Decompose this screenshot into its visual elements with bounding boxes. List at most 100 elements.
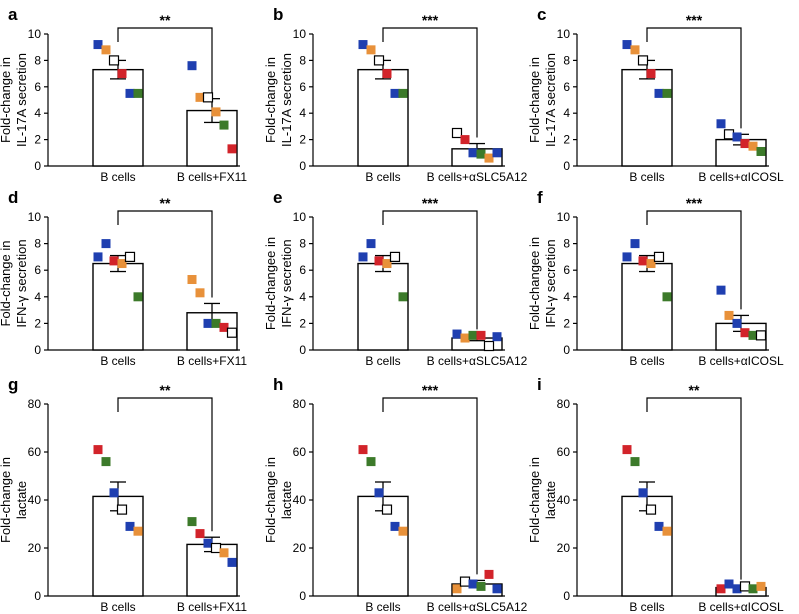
data-point bbox=[740, 139, 750, 149]
y-tick-label: 6 bbox=[34, 263, 41, 277]
data-point bbox=[133, 292, 143, 302]
data-point bbox=[476, 581, 486, 591]
data-point bbox=[195, 288, 205, 298]
data-point bbox=[211, 318, 221, 328]
y-axis-label: IL-17A secretion bbox=[14, 53, 29, 147]
data-point bbox=[187, 61, 197, 71]
x-tick-label: B cells bbox=[365, 354, 400, 368]
data-point bbox=[637, 55, 649, 66]
y-tick-label: 80 bbox=[28, 397, 42, 411]
data-point bbox=[452, 329, 462, 339]
y-axis-label: Fold-change in bbox=[0, 241, 13, 327]
data-point bbox=[211, 107, 221, 117]
data-point bbox=[374, 256, 384, 266]
bar bbox=[92, 68, 144, 167]
data-point bbox=[210, 542, 222, 554]
x-tick-label: B cells bbox=[100, 354, 135, 368]
x-tick-label: B cells bbox=[629, 170, 664, 184]
y-axis-label: Fold-change in bbox=[263, 457, 278, 543]
data-point bbox=[476, 330, 486, 340]
y-tick-label: 20 bbox=[293, 541, 307, 555]
x-tick-label: B cells+αICOSL bbox=[698, 600, 784, 614]
data-point bbox=[492, 148, 502, 158]
significance-label: *** bbox=[422, 12, 439, 28]
x-tick-label: B cells+αSLC5A12 bbox=[427, 170, 528, 184]
y-tick-label: 0 bbox=[34, 589, 41, 603]
data-point bbox=[468, 148, 478, 158]
data-point bbox=[452, 584, 462, 594]
data-point bbox=[483, 340, 495, 352]
data-point bbox=[125, 88, 135, 98]
data-point bbox=[654, 521, 664, 531]
y-tick-label: 40 bbox=[557, 493, 571, 507]
data-point bbox=[124, 251, 136, 262]
panel-label: c bbox=[537, 5, 546, 24]
data-point bbox=[662, 88, 672, 98]
data-point bbox=[662, 526, 672, 536]
data-point bbox=[116, 504, 128, 515]
data-point bbox=[93, 445, 103, 455]
y-tick-label: 0 bbox=[563, 343, 570, 357]
data-point bbox=[203, 538, 213, 548]
data-point bbox=[366, 45, 376, 55]
data-point bbox=[195, 92, 205, 102]
data-point bbox=[117, 69, 127, 79]
y-tick-label: 0 bbox=[299, 343, 306, 357]
data-point bbox=[630, 239, 640, 249]
x-tick-label: B cells+αSLC5A12 bbox=[427, 600, 528, 614]
y-tick-label: 8 bbox=[563, 53, 570, 67]
data-point bbox=[382, 259, 392, 269]
data-point bbox=[740, 328, 750, 338]
data-point bbox=[492, 332, 502, 342]
panel-label: h bbox=[273, 375, 283, 394]
bar bbox=[357, 68, 409, 167]
y-tick-label: 40 bbox=[28, 493, 42, 507]
data-point bbox=[662, 292, 672, 302]
panel-label: e bbox=[273, 188, 282, 207]
x-tick-label: B cells+FX11 bbox=[177, 354, 247, 368]
data-point bbox=[187, 275, 197, 285]
data-point bbox=[366, 239, 376, 249]
y-tick-label: 6 bbox=[299, 263, 306, 277]
data-point bbox=[460, 333, 470, 343]
y-axis-label: Fold-changee in bbox=[263, 237, 278, 330]
y-tick-label: 4 bbox=[563, 106, 570, 120]
data-point bbox=[654, 88, 664, 98]
bar bbox=[621, 495, 673, 597]
panel-f: f Fold-changee in IFN-γ secretion 0 2 4 6 8 10 B … bbox=[527, 188, 784, 368]
y-tick-label: 10 bbox=[557, 27, 571, 41]
data-point bbox=[195, 529, 205, 539]
data-point bbox=[755, 330, 767, 341]
data-point bbox=[373, 55, 385, 66]
data-point bbox=[732, 318, 742, 328]
data-point bbox=[203, 318, 213, 328]
significance-label: ** bbox=[160, 195, 171, 211]
data-point bbox=[732, 132, 742, 142]
data-point bbox=[389, 251, 401, 262]
y-axis-label: Fold-change in bbox=[263, 57, 278, 143]
y-tick-label: 2 bbox=[563, 133, 570, 147]
x-tick-label: B cells+αICOSL bbox=[698, 170, 784, 184]
data-point bbox=[653, 251, 665, 262]
data-point bbox=[716, 119, 726, 129]
data-point bbox=[382, 69, 392, 79]
y-tick-label: 80 bbox=[557, 397, 571, 411]
panel-i: i Fold-change in lactate 0 20 40 60 80 B cells B … bbox=[527, 375, 784, 614]
data-point bbox=[219, 548, 229, 558]
data-point bbox=[492, 584, 502, 594]
data-point bbox=[638, 256, 648, 266]
data-point bbox=[451, 127, 463, 139]
panel-label: b bbox=[273, 5, 283, 24]
significance-label: *** bbox=[686, 195, 703, 211]
data-point bbox=[133, 526, 143, 536]
data-point bbox=[374, 488, 384, 498]
y-tick-label: 0 bbox=[299, 159, 306, 173]
x-tick-label: B cells+FX11 bbox=[177, 600, 247, 614]
y-tick-label: 40 bbox=[293, 493, 307, 507]
data-point bbox=[227, 557, 237, 567]
y-tick-label: 2 bbox=[563, 316, 570, 330]
y-tick-label: 10 bbox=[557, 210, 571, 224]
y-tick-label: 6 bbox=[563, 263, 570, 277]
y-tick-label: 2 bbox=[34, 133, 41, 147]
